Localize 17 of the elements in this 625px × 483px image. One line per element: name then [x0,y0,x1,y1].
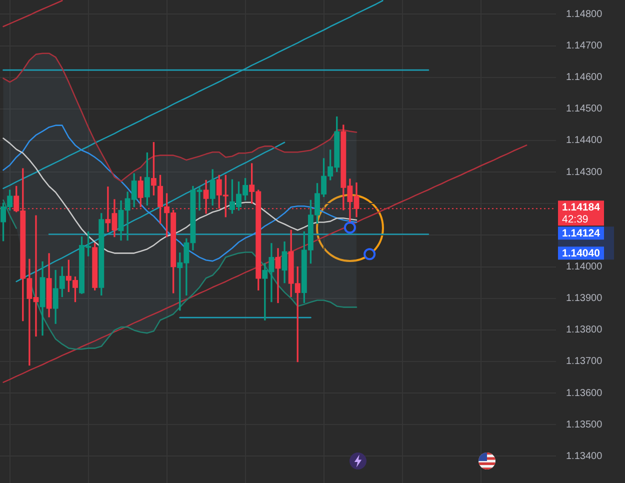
y-tick-label: 1.14500 [566,104,603,115]
y-tick-label: 1.14300 [566,166,603,178]
text: 1.14040 [562,248,600,260]
y-tick-label: 1.13400 [566,450,603,462]
text: 1.14124 [562,228,600,240]
y-tick-label: 1.13800 [566,324,603,336]
y-tick-label: 1.14600 [566,72,603,84]
y-tick-label: 1.14400 [566,135,603,146]
text: 42:39 [562,214,588,226]
y-tick-label: 1.14700 [566,40,603,52]
ref-line-label: 1.14184 [562,202,600,214]
y-tick-label: 1.14000 [566,262,603,273]
y-tick-label: 1.13900 [566,293,603,304]
y-tick-label: 1.14800 [566,8,603,20]
y-tick-label: 1.13500 [566,419,603,430]
y-tick-label: 1.13700 [566,356,603,368]
y-tick-label: 1.13600 [566,388,603,399]
